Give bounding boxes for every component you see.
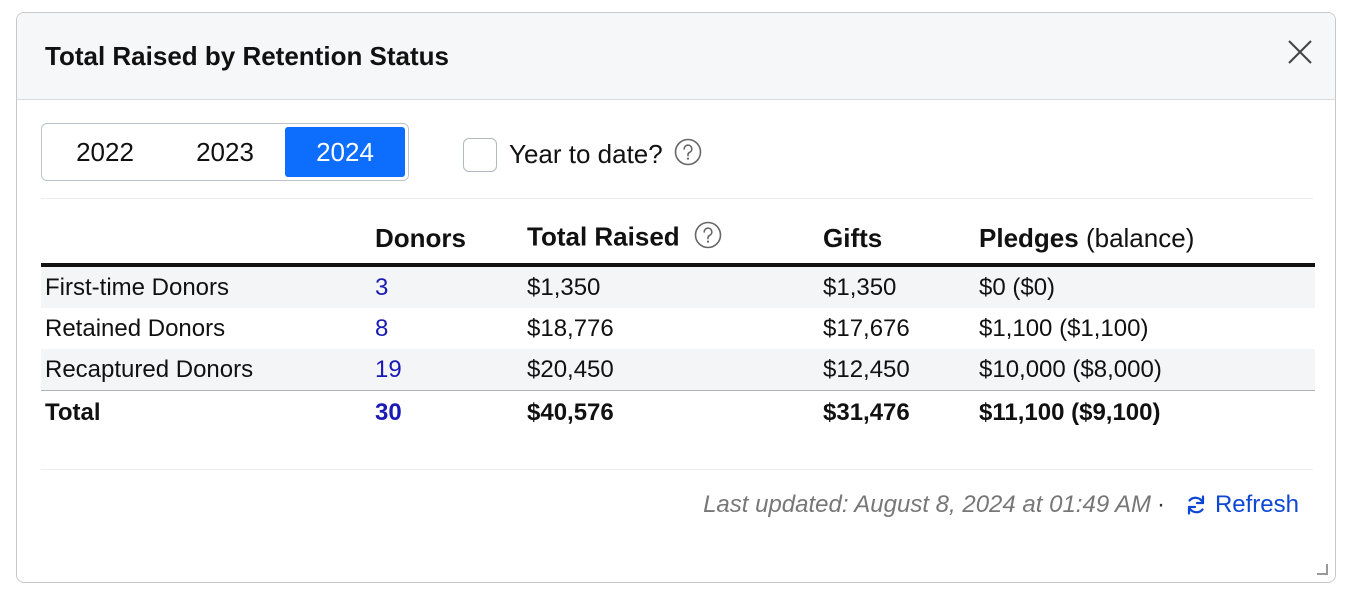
total-gifts: $31,476 [819, 390, 975, 435]
question-circle-icon[interactable] [693, 220, 723, 257]
close-icon [1288, 40, 1312, 64]
row-pledges: $10,000 ($8,000) [975, 349, 1315, 391]
row-gifts: $17,676 [823, 314, 910, 342]
refresh-button[interactable]: Refresh [1183, 491, 1299, 519]
row-gifts: $1,350 [819, 265, 975, 308]
total-category: Total [41, 390, 371, 435]
year-option-2024[interactable]: 2024 [285, 127, 405, 177]
total-row: Total 30 $40,576 $31,476 $11,100 ($9,100… [41, 390, 1315, 435]
row-donors-link[interactable]: 3 [371, 265, 523, 308]
table-row: Recaptured Donors 19 $20,450 $12,450 $10… [41, 349, 1315, 391]
year-to-date-toggle: Year to date? [463, 137, 703, 172]
row-total-raised: $18,776 [527, 314, 614, 342]
row-donors-link[interactable]: 19 [371, 349, 523, 391]
header-total-raised-label: Total Raised [527, 220, 680, 251]
retention-dialog: Total Raised by Retention Status 2022 20… [16, 12, 1336, 583]
header-pledges: Pledges (balance) [975, 213, 1315, 267]
row-pledges: $0 ($0) [975, 265, 1315, 308]
header-pledges-label: Pledges [979, 222, 1079, 253]
refresh-label: Refresh [1214, 491, 1299, 518]
row-category: Retained Donors [45, 314, 226, 342]
resize-grip-icon[interactable] [1315, 562, 1329, 576]
year-to-date-label[interactable]: Year to date? [509, 139, 663, 169]
refresh-icon [1187, 495, 1205, 515]
row-category: Recaptured Donors [41, 349, 371, 391]
dialog-title: Total Raised by Retention Status [45, 41, 450, 71]
year-option-2022[interactable]: 2022 [76, 136, 134, 167]
header-category [41, 213, 371, 267]
row-pledges: $1,100 ($1,100) [979, 314, 1149, 342]
year-option-2023[interactable]: 2023 [196, 136, 254, 167]
table-row: First-time Donors 3 $1,350 $1,350 $0 ($0… [41, 265, 1315, 308]
header-pledges-suffix: (balance) [1085, 222, 1195, 253]
retention-table: Donors Total Raised Gifts Pledges (balan… [41, 213, 1315, 435]
row-gifts: $12,450 [819, 349, 975, 391]
row-donors-link[interactable]: 8 [375, 314, 389, 342]
total-total-raised: $40,576 [523, 390, 819, 435]
row-total-raised: $1,350 [523, 265, 819, 308]
year-to-date-checkbox[interactable] [463, 137, 497, 172]
question-circle-icon[interactable] [673, 137, 703, 172]
header-gifts: Gifts [819, 213, 975, 267]
table-header-row: Donors Total Raised Gifts Pledges (balan… [41, 213, 1315, 267]
total-pledges: $11,100 ($9,100) [975, 390, 1315, 435]
table-row: Retained Donors 8 $18,776 $17,676 $1,100… [41, 308, 1315, 349]
dialog-header: Total Raised by Retention Status [17, 13, 1335, 100]
year-selector: 2022 2023 2024 [41, 123, 409, 181]
row-category: First-time Donors [41, 265, 371, 308]
row-total-raised: $20,450 [523, 349, 819, 391]
footer: Last updated: August 8, 2024 at 01:49 AM… [703, 491, 1299, 519]
divider-top [41, 198, 1313, 199]
last-updated-text: Last updated: August 8, 2024 at 01:49 AM [703, 491, 1151, 518]
header-donors: Donors [371, 213, 523, 267]
close-button[interactable] [1287, 39, 1313, 65]
footer-separator: · [1156, 491, 1165, 518]
divider-bottom [41, 469, 1313, 470]
total-donors-link[interactable]: 30 [371, 390, 523, 435]
header-total-raised: Total Raised [523, 213, 819, 267]
